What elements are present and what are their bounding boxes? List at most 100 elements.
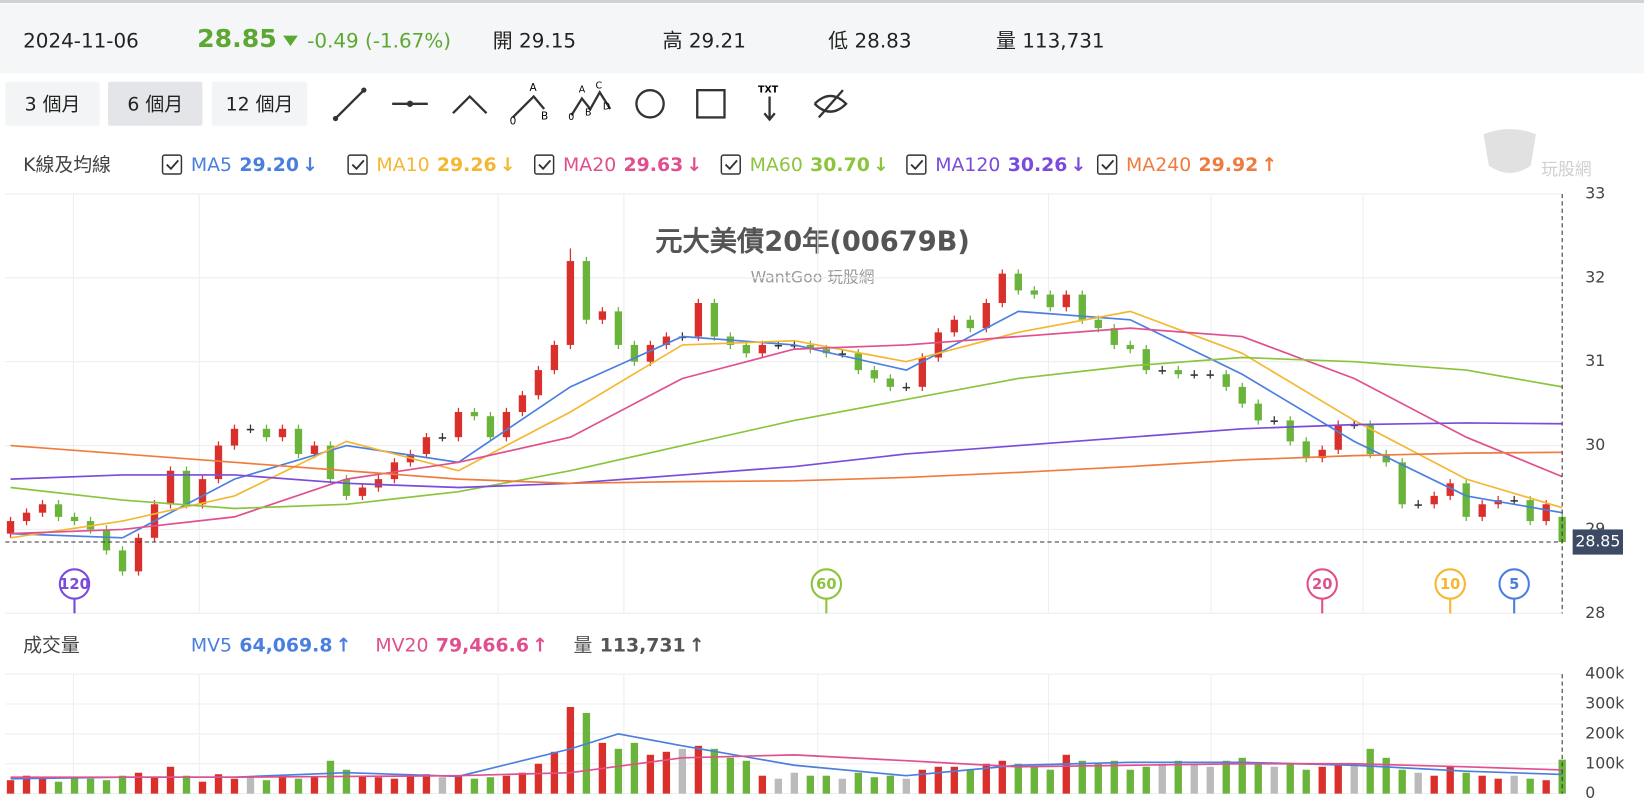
candle-body xyxy=(22,512,31,522)
legend-name: MA60 xyxy=(750,154,803,176)
candle-body xyxy=(918,357,926,387)
volume-bar xyxy=(166,766,175,794)
volume-bar xyxy=(1430,775,1438,794)
range-label[interactable]: 12 個月 xyxy=(226,93,294,115)
volume-bar xyxy=(86,778,95,794)
volume-bar xyxy=(1510,775,1518,794)
volume-bar xyxy=(1094,763,1102,794)
volume-bar xyxy=(214,774,223,794)
candle-body xyxy=(838,353,847,355)
candle-body xyxy=(822,349,831,354)
candle-body xyxy=(1334,424,1342,450)
range-label[interactable]: 3 個月 xyxy=(25,93,81,115)
checkbox[interactable] xyxy=(347,154,368,175)
svg-text:A: A xyxy=(579,85,586,96)
volume-bar xyxy=(150,777,159,794)
logo: 玩股網 xyxy=(1483,128,1592,179)
legend-toggle[interactable] xyxy=(534,154,555,175)
tool-abc[interactable]: A 0 B xyxy=(510,82,549,128)
volume-legend-value: 113,731 xyxy=(600,634,686,656)
tool-hide[interactable] xyxy=(813,89,848,119)
range-button[interactable] xyxy=(211,81,308,126)
volume-bar xyxy=(1366,748,1374,794)
candle-body xyxy=(598,311,607,320)
candle-body xyxy=(470,412,479,417)
checkbox[interactable] xyxy=(906,154,927,175)
volume-legend-trend: ↑ xyxy=(532,634,548,656)
tool-hline[interactable] xyxy=(392,100,428,107)
legend-toggle[interactable] xyxy=(906,154,927,175)
y-tick-label: 32 xyxy=(1585,267,1605,286)
volume-bar xyxy=(6,780,15,794)
tool-rect[interactable] xyxy=(696,89,726,119)
candle-body xyxy=(1542,504,1550,522)
legend-trend: ↓ xyxy=(302,154,318,176)
volume-bar xyxy=(758,775,767,794)
candle-body xyxy=(38,504,47,513)
period-marker-label: 120 xyxy=(59,576,90,593)
volume-bar xyxy=(1462,772,1470,794)
open-price: 開 29.15 xyxy=(493,29,576,52)
ma-line xyxy=(10,444,1563,485)
legend-value: 30.70 xyxy=(810,154,870,176)
volume-bar xyxy=(934,766,942,794)
volume-bar xyxy=(966,769,974,794)
legend-toggle[interactable] xyxy=(1096,154,1118,175)
volume-legend-name: MV20 xyxy=(375,634,428,656)
legend-toggle[interactable] xyxy=(347,154,368,175)
volume-bar xyxy=(646,754,655,794)
volume-title: 成交量 xyxy=(23,634,80,656)
ma-line xyxy=(10,422,1563,489)
candle-body xyxy=(982,302,990,329)
y-tick-label: 33 xyxy=(1585,183,1605,202)
legend-toggle[interactable] xyxy=(720,154,741,175)
period-marker xyxy=(1434,568,1466,600)
ma-line xyxy=(10,733,1563,780)
volume-bar xyxy=(198,781,207,794)
candle-body xyxy=(886,378,894,387)
legend-toggle[interactable] xyxy=(161,154,183,175)
candle-body xyxy=(278,428,287,438)
volume-bar xyxy=(678,748,687,794)
tool-line[interactable] xyxy=(332,87,367,122)
y-tick-label: 400k xyxy=(1585,664,1625,683)
candle-body xyxy=(1286,420,1294,442)
y-tick-label: 31 xyxy=(1585,351,1605,370)
candle-body xyxy=(1222,374,1230,387)
candle-body xyxy=(710,302,719,337)
checkbox[interactable] xyxy=(534,154,555,175)
volume-bar xyxy=(1446,766,1454,794)
tool-angle[interactable] xyxy=(452,94,488,115)
volume-bar xyxy=(358,775,367,794)
volume-bar xyxy=(1142,766,1150,794)
candle-body xyxy=(566,261,575,345)
volume-bar xyxy=(1238,757,1246,794)
volume-bar xyxy=(1174,760,1182,794)
candle-body xyxy=(134,537,143,572)
volume-bar xyxy=(566,706,575,794)
range-button[interactable] xyxy=(5,81,100,126)
candle-body xyxy=(1318,449,1326,459)
volume-bar xyxy=(470,778,479,794)
candle-body xyxy=(550,344,559,371)
svg-text:0: 0 xyxy=(510,116,517,128)
tool-circle[interactable] xyxy=(635,89,665,119)
range-button[interactable] xyxy=(108,81,203,126)
tool-text[interactable]: TXT xyxy=(758,85,779,122)
tool-abcd[interactable]: A C 0 B D xyxy=(568,80,612,123)
checkbox[interactable] xyxy=(720,154,741,175)
candle-body xyxy=(390,462,399,480)
volume-bar xyxy=(1350,763,1358,794)
candle-body xyxy=(774,344,783,347)
range-label[interactable]: 6 個月 xyxy=(127,93,183,115)
candle-body xyxy=(1238,386,1246,404)
checkbox[interactable] xyxy=(1096,154,1118,175)
volume-bar xyxy=(1494,778,1502,794)
candle-body xyxy=(438,437,447,439)
checkbox[interactable] xyxy=(161,154,183,175)
svg-text:0: 0 xyxy=(568,112,574,123)
watermark-subtitle: WantGoo 玩股網 xyxy=(751,267,875,286)
candle-body xyxy=(534,370,543,396)
volume-bar xyxy=(1302,769,1310,794)
